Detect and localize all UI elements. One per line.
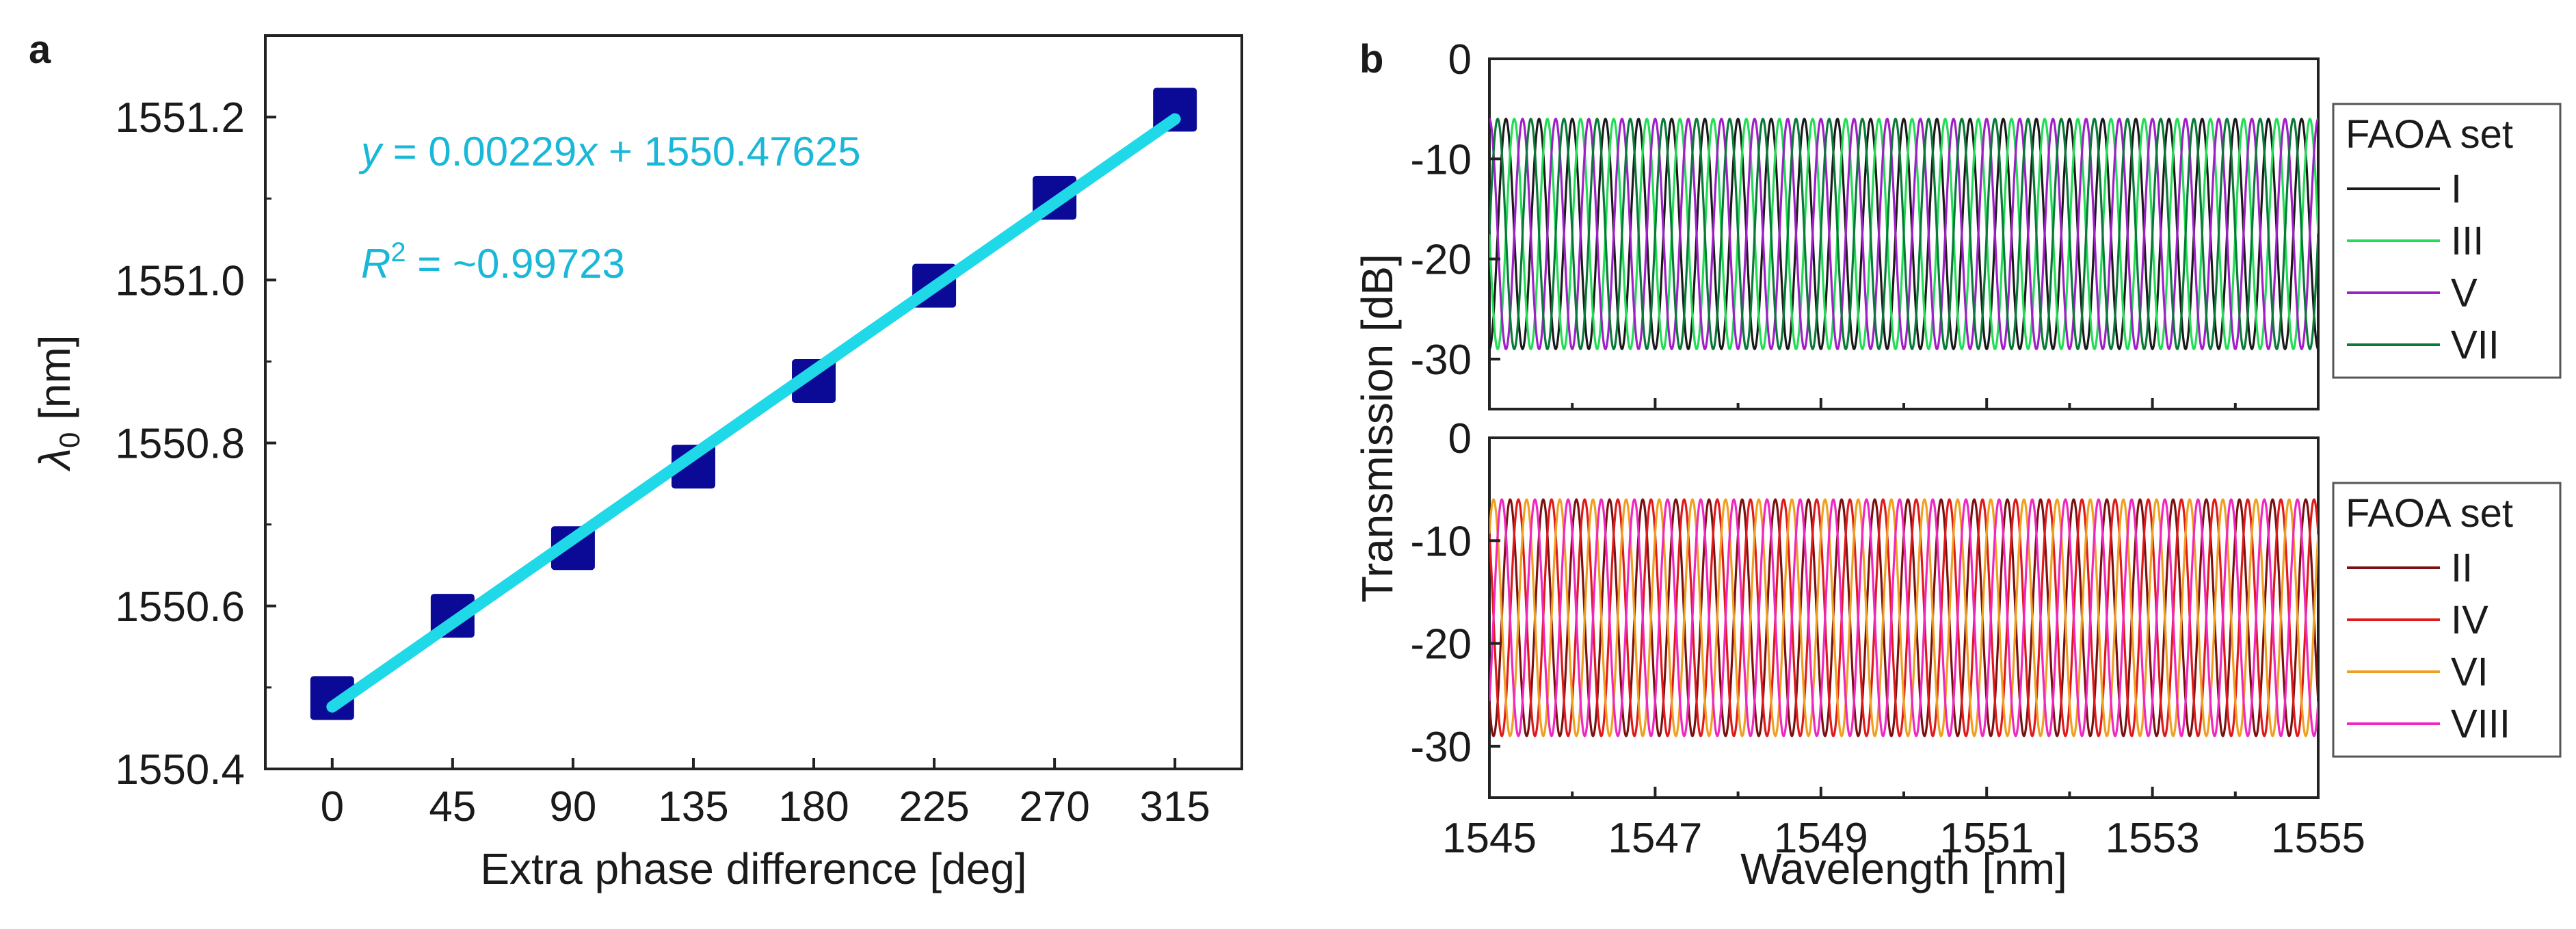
panel-b-x-tick-label: 1553 (2106, 815, 2200, 862)
panel-b-x-tick-label: 1549 (1774, 815, 1868, 862)
panel-b-y-tick-label: -20 (1410, 237, 1472, 284)
panel-b-y-label: Transmission [dB] (1353, 254, 1402, 603)
panel-a-y-tick-label: 1551.2 (115, 94, 245, 142)
panel-b-x-label: Wavelength [nm] (1740, 844, 2067, 893)
y-label-subscript: 0 (53, 432, 85, 448)
panel-a-y-tick-label: 1550.4 (115, 746, 245, 794)
legend-top-title: FAOA set (2346, 112, 2513, 157)
legend-label-VII: VII (2451, 323, 2499, 367)
panel-a-plot-frame (264, 34, 1243, 770)
y-label-lambda: λ (30, 448, 79, 472)
panel-a-label: a (29, 27, 51, 72)
panel-b-y-tick-label: -10 (1410, 136, 1472, 183)
legend-label-I: I (2451, 167, 2462, 211)
panel-b-bottom-curves (1489, 498, 2318, 737)
fit-equation: y = 0.00229x + 1550.47625 (358, 129, 861, 174)
panel-a-y-tick-label: 1550.6 (115, 584, 245, 631)
transmission-curve-V (1489, 117, 2318, 351)
panel-a-x-tick-label: 45 (429, 783, 476, 830)
panel-a-y-ticks: 1550.4 1550.6 1550.8 1551.0 1551.2 (115, 94, 276, 794)
panel-b-y-tick-label: -20 (1410, 621, 1472, 668)
transmission-curve-VII (1489, 117, 2318, 351)
panel-a-x-tick-label: 315 (1139, 783, 1210, 830)
transmission-curve-VI (1489, 498, 2318, 737)
legend-bottom-title: FAOA set (2346, 491, 2513, 536)
legend-label-VIII: VIII (2451, 702, 2510, 746)
transmission-curve-I (1489, 117, 2318, 351)
panel-b-x-tick-label: 1555 (2271, 815, 2365, 862)
panel-a-y-tick-label: 1550.8 (115, 421, 245, 468)
y-label-unit: [nm] (30, 335, 79, 432)
eq-x: x (574, 129, 598, 174)
eq-middle: = 0.00229 (382, 129, 576, 174)
panel-a-x-tick-label: 135 (658, 783, 728, 830)
panel-a-x-tick-label: 0 (321, 783, 344, 830)
panel-b-top-y-ticks: 0 -10 -20 -30 (1410, 36, 1500, 384)
legend-bottom: FAOA set II IV VI VIII (2332, 482, 2562, 758)
panel-b-y-tick-label: 0 (1448, 415, 1472, 462)
panel-b-y-tick-label: 0 (1448, 36, 1472, 83)
panel-b-y-tick-label: -30 (1410, 337, 1472, 384)
legend-label-VI: VI (2451, 650, 2488, 694)
data-point-square (310, 676, 354, 720)
legend-label-V: V (2451, 271, 2478, 315)
panel-a-x-tick-label: 270 (1019, 783, 1089, 830)
panel-a-x-tick-label: 90 (549, 783, 596, 830)
r-label: R (361, 241, 390, 287)
panel-a-x-label: Extra phase difference [deg] (480, 844, 1026, 893)
legend-bottom-items: II IV VI VIII (2347, 546, 2510, 746)
panel-b-bottom-y-ticks: 0 -10 -20 -30 (1410, 415, 1500, 771)
panel-b-bottom-frame (1488, 436, 2320, 799)
panel-b-x-tick-label: 1545 (1442, 815, 1537, 862)
panel-b-top-x-ticks (1488, 398, 2320, 409)
legend-label-III: III (2451, 219, 2484, 263)
panel-b: b 0 -10 -20 -30 0 -10 -20 -30 1545 1547 1549 1551… (1353, 36, 2562, 893)
panel-b-top-curves (1489, 117, 2318, 351)
panel-a: a 0 45 90 135 180 225 270 315 1550.41550.61550.… (29, 27, 1243, 893)
panel-a-y-label: λ0 [nm] (30, 335, 85, 471)
r-sup: 2 (390, 237, 406, 267)
eq-end: + 1550.47625 (597, 129, 860, 174)
fit-line (326, 113, 1181, 713)
panel-a-points (310, 88, 1197, 720)
eq-y: y (358, 129, 384, 174)
panel-b-x-tick-label: 1551 (1939, 815, 2034, 862)
panel-b-x-tick-label: 1547 (1608, 815, 1702, 862)
r-squared: R2 = ~0.99723 (361, 237, 625, 287)
legend-label-II: II (2451, 546, 2473, 590)
r-value: = ~0.99723 (406, 241, 625, 287)
panel-b-bottom-x-ticks: 1545 1547 1549 1551 1553 1555 (1442, 787, 2365, 862)
panel-a-y-tick-label: 1551.0 (115, 257, 245, 304)
panel-b-y-tick-label: -30 (1410, 724, 1472, 771)
panel-a-x-ticks: 0 45 90 135 180 225 270 315 (321, 758, 1210, 830)
legend-label-IV: IV (2451, 598, 2488, 642)
panel-b-label: b (1359, 37, 1383, 81)
panel-a-x-tick-label: 225 (899, 783, 969, 830)
panel-b-y-tick-label: -10 (1410, 518, 1472, 565)
panel-a-x-tick-label: 180 (778, 783, 849, 830)
transmission-curve-VIII (1489, 498, 2318, 737)
